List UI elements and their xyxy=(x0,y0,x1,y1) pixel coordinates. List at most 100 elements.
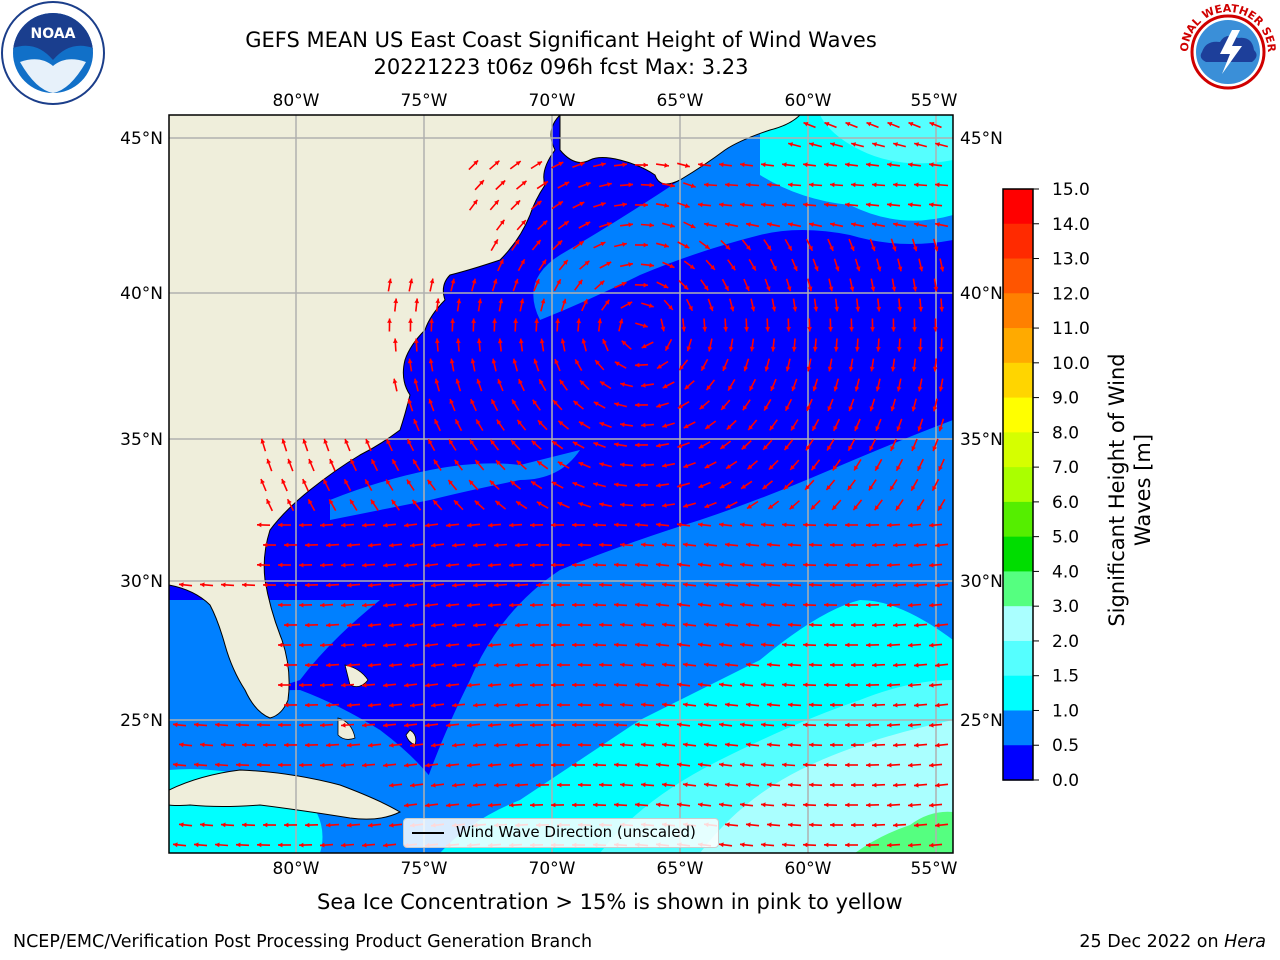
wave-direction-arrowhead xyxy=(662,662,667,668)
wave-direction-arrowhead xyxy=(719,642,724,648)
wave-direction-arrowhead xyxy=(887,802,892,808)
wave-direction-arrowhead xyxy=(847,485,853,491)
wave-direction-arrowhead xyxy=(425,562,430,568)
wave-direction-arrowhead xyxy=(496,460,501,466)
wave-direction-arrowhead xyxy=(833,386,839,392)
wave-direction-arrowhead xyxy=(362,602,367,608)
wave-direction-arrowhead xyxy=(809,662,814,668)
wave-direction-arrowhead xyxy=(698,642,703,648)
wave-direction-arrowhead xyxy=(536,702,541,708)
wave-direction-arrowhead xyxy=(467,602,472,608)
wave-direction-arrowhead xyxy=(656,642,661,648)
wave-direction-arrowhead xyxy=(320,762,325,768)
wave-direction-arrowhead xyxy=(563,260,568,265)
wave-direction-arrowhead xyxy=(851,822,856,828)
wave-direction-arrowhead xyxy=(473,782,478,788)
wave-direction-arrowhead xyxy=(488,602,493,608)
wave-direction-arrowhead xyxy=(194,762,199,768)
wave-direction-arrowhead xyxy=(387,318,392,323)
wave-direction-arrowhead xyxy=(805,484,810,490)
wave-direction-arrowhead xyxy=(471,278,477,284)
wave-direction-arrowhead xyxy=(677,682,682,688)
wave-direction-arrowhead xyxy=(830,582,835,588)
wave-direction-arrowhead xyxy=(473,662,478,668)
wave-direction-arrowhead xyxy=(305,702,310,708)
wave-direction-arrowhead xyxy=(347,542,352,548)
wave-direction-arrowhead xyxy=(746,742,751,748)
wave-direction-arrowhead xyxy=(782,642,787,648)
wave-direction-arrowhead xyxy=(725,622,730,628)
wave-direction-arrowhead xyxy=(577,279,583,285)
wave-direction-arrowhead xyxy=(471,318,476,323)
wave-direction-arrowhead xyxy=(761,602,766,608)
wave-direction-arrowhead xyxy=(557,622,562,628)
colorbar-bin xyxy=(1003,362,1033,399)
wave-direction-arrowhead xyxy=(872,542,877,548)
wave-direction-arrowhead xyxy=(782,522,787,528)
wave-direction-arrowhead xyxy=(489,480,495,486)
colorbar-tick-label: 1.0 xyxy=(1052,701,1079,721)
wave-direction-arrowhead xyxy=(740,162,745,168)
wave-direction-arrowhead xyxy=(392,378,398,384)
wave-direction-arrowhead xyxy=(677,562,682,568)
wave-direction-arrowhead xyxy=(935,782,940,788)
wave-direction-arrowhead xyxy=(449,358,455,364)
wave-direction-arrowhead xyxy=(236,762,241,768)
lon-ticks-top: 80°W 75°W 70°W 65°W 60°W 55°W xyxy=(273,91,958,111)
wave-direction-arrowhead xyxy=(749,346,755,352)
wave-direction-arrowhead xyxy=(404,642,409,648)
wave-direction-arrowhead xyxy=(299,522,304,528)
wave-direction-arrowhead xyxy=(803,162,808,168)
wave-direction-arrowhead xyxy=(787,245,792,251)
wave-direction-arrowhead xyxy=(656,443,661,448)
wave-direction-arrowhead xyxy=(704,662,709,668)
wave-direction-arrowhead xyxy=(368,742,373,748)
wave-direction-arrowhead xyxy=(702,326,708,332)
wave-direction-arrowhead xyxy=(494,582,499,588)
wave-direction-arrowhead xyxy=(542,220,548,226)
wave-direction-arrowhead xyxy=(918,266,924,272)
wave-direction-arrowhead xyxy=(704,542,709,548)
wave-direction-arrowhead xyxy=(620,702,625,708)
wave-direction-arrowhead xyxy=(474,500,480,506)
wave-direction-arrowhead xyxy=(641,582,646,588)
wave-direction-arrowhead xyxy=(557,742,562,748)
wave-direction-arrowhead xyxy=(578,502,584,507)
wave-direction-arrowhead xyxy=(407,398,413,404)
wave-direction-arrowhead xyxy=(599,582,604,588)
wave-direction-arrowhead xyxy=(698,202,703,208)
wave-direction-arrowhead xyxy=(493,239,498,245)
wave-direction-arrowhead xyxy=(704,622,709,628)
wave-direction-arrowhead xyxy=(830,742,835,748)
wave-direction-arrowhead xyxy=(845,602,850,608)
footer-producer: NCEP/EMC/Verification Post Processing Pr… xyxy=(13,932,593,952)
wave-direction-arrowhead xyxy=(618,318,624,324)
wave-direction-arrowhead xyxy=(851,742,856,748)
wave-direction-arrowhead xyxy=(656,722,661,728)
wave-direction-arrowhead xyxy=(467,682,472,688)
wave-direction-arrowhead xyxy=(614,442,619,447)
wave-direction-arrowhead xyxy=(278,682,283,688)
wave-direction-arrowhead xyxy=(845,802,850,808)
wave-direction-arrowhead xyxy=(782,162,787,168)
wave-direction-arrowhead xyxy=(389,742,394,748)
wave-direction-arrowhead xyxy=(683,582,688,588)
wave-direction-arrowhead xyxy=(536,742,541,748)
wave-direction-arrowhead xyxy=(572,802,577,808)
wave-direction-arrowhead xyxy=(845,642,850,648)
wave-direction-arrowhead xyxy=(435,338,440,344)
wave-direction-arrowhead xyxy=(431,702,436,708)
wave-direction-arrowhead xyxy=(809,782,814,788)
wave-direction-arrowhead xyxy=(746,662,751,668)
wave-direction-arrowhead xyxy=(221,822,226,828)
wave-direction-arrowhead xyxy=(767,582,772,588)
wave-direction-arrowhead xyxy=(850,246,855,251)
wave-direction-arrowhead xyxy=(932,366,938,372)
wave-direction-arrowhead xyxy=(572,522,577,528)
wave-direction-arrowhead xyxy=(509,562,514,568)
wave-direction-arrowhead xyxy=(494,662,499,668)
wave-direction-arrowhead xyxy=(897,266,903,272)
wave-direction-arrowhead xyxy=(320,522,325,528)
wave-direction-arrowhead xyxy=(698,483,704,488)
wave-direction-arrowhead xyxy=(872,662,877,668)
